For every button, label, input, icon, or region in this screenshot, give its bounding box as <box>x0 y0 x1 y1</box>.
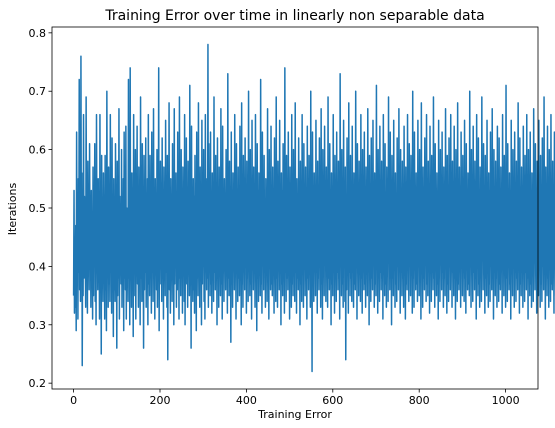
y-tick-label: 0.7 <box>29 85 47 98</box>
y-tick-label: 0.8 <box>29 27 47 40</box>
y-tick-label: 0.5 <box>29 202 47 215</box>
x-tick-label: 200 <box>150 394 171 407</box>
x-tick-label: 400 <box>236 394 257 407</box>
y-tick-label: 0.6 <box>29 144 47 157</box>
x-tick-label: 800 <box>409 394 430 407</box>
y-tick-label: 0.3 <box>29 319 47 332</box>
y-tick-label: 0.4 <box>29 260 47 273</box>
x-tick-label: 600 <box>322 394 343 407</box>
y-tick-label: 0.2 <box>29 377 47 390</box>
series-line <box>72 43 555 373</box>
x-axis-label: Training Error <box>257 408 332 421</box>
x-tick-label: 1000 <box>492 394 520 407</box>
x-tick-label: 0 <box>70 394 77 407</box>
y-axis-label: Iterations <box>6 183 19 236</box>
plot-area: 0 200 400 600 800 1000 0.2 0.3 0.4 0.5 0.6 0.7 0.8 <box>29 26 555 407</box>
chart-title: Training Error over time in linearly non… <box>104 8 484 24</box>
